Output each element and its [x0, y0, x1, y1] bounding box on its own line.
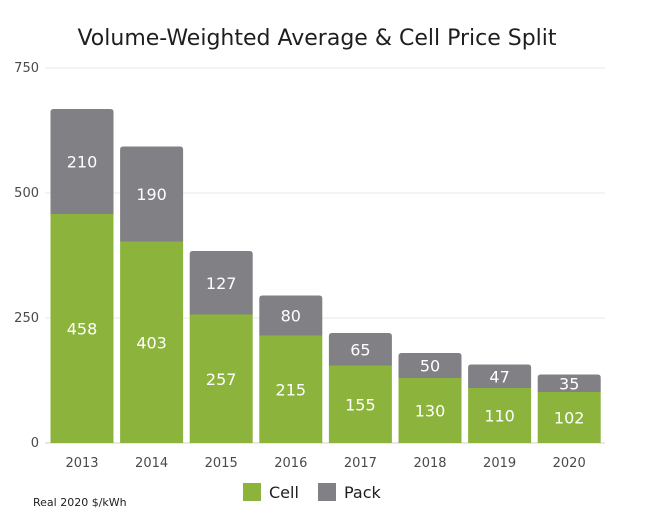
x-tick-label: 2016 — [274, 456, 307, 471]
data-label-cell-2020: 102 — [554, 409, 585, 428]
bar-segment-cell-2019 — [468, 388, 532, 443]
data-label-pack-2013: 210 — [67, 153, 98, 172]
legend: Cell Pack — [243, 483, 382, 502]
x-tick-label: 2018 — [413, 456, 446, 471]
x-tick-label: 2014 — [135, 456, 168, 471]
bar-segment-pack-2013 — [50, 109, 114, 214]
legend-swatch-cell — [243, 483, 261, 501]
y-tick-label: 0 — [31, 436, 39, 451]
bar-segment-pack-2017 — [328, 333, 392, 366]
bar-segment-cell-2017 — [328, 365, 392, 443]
bar-segment-pack-2016 — [259, 295, 323, 336]
x-tick-label: 2015 — [205, 456, 238, 471]
data-label-pack-2019: 47 — [489, 367, 509, 386]
bar-segment-cell-2014 — [120, 241, 184, 443]
x-tick-label: 2019 — [483, 456, 516, 471]
bar-segment-cell-2016 — [259, 335, 323, 443]
data-label-pack-2020: 35 — [559, 374, 579, 393]
data-label-pack-2016: 80 — [281, 307, 301, 326]
x-tick-label: 2017 — [344, 456, 377, 471]
y-tick-label: 500 — [14, 186, 39, 201]
y-tick-label: 750 — [14, 61, 39, 76]
bar-segment-pack-2018 — [398, 353, 462, 378]
x-tick-label: 2020 — [553, 456, 586, 471]
unit-note: Real 2020 $/kWh — [33, 496, 127, 509]
x-tick-label: 2013 — [65, 456, 98, 471]
bars — [50, 109, 601, 443]
legend-label-pack: Pack — [344, 483, 382, 502]
bar-segment-cell-2015 — [189, 314, 253, 443]
y-axis-ticks: 0 250 500 750 — [14, 61, 39, 451]
data-label-pack-2017: 65 — [350, 340, 370, 359]
x-axis-ticks: 2013 2014 2015 2016 2017 2018 2019 2020 — [65, 456, 585, 471]
bar-segment-cell-2013 — [50, 214, 114, 443]
data-label-cell-2016: 215 — [276, 380, 307, 399]
chart-title: Volume-Weighted Average & Cell Price Spl… — [77, 26, 556, 51]
bar-segment-pack-2015 — [189, 251, 253, 315]
data-labels: 458 210 403 190 257 127 215 80 155 65 130 50 110 47 10… — [67, 153, 585, 428]
bar-segment-cell-2018 — [398, 378, 462, 443]
data-label-cell-2014: 403 — [136, 333, 167, 352]
y-tick-label: 250 — [14, 311, 39, 326]
legend-swatch-pack — [318, 483, 336, 501]
bar-segment-pack-2019 — [468, 364, 532, 388]
data-label-cell-2019: 110 — [484, 407, 515, 426]
data-label-pack-2015: 127 — [206, 274, 237, 293]
bar-segment-cell-2020 — [537, 392, 601, 443]
data-label-pack-2014: 190 — [136, 185, 167, 204]
data-label-cell-2017: 155 — [345, 395, 376, 414]
bar-segment-pack-2014 — [120, 146, 184, 242]
data-label-cell-2013: 458 — [67, 320, 98, 339]
data-label-cell-2015: 257 — [206, 370, 237, 389]
legend-label-cell: Cell — [269, 483, 299, 502]
data-label-pack-2018: 50 — [420, 357, 440, 376]
data-label-cell-2018: 130 — [415, 402, 446, 421]
bar-segment-pack-2020 — [537, 374, 601, 392]
